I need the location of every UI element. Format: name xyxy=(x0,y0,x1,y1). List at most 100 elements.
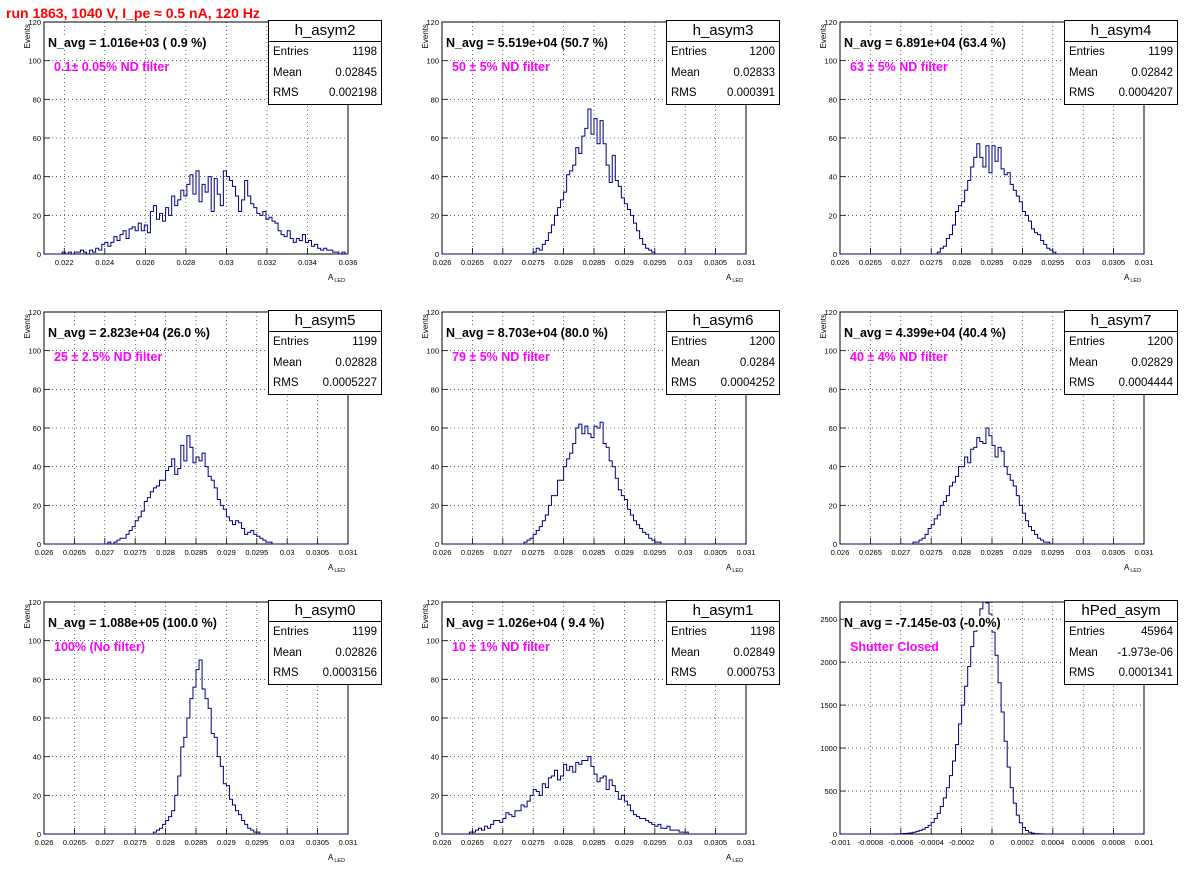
x-tick-label: 0.031 xyxy=(339,838,358,847)
stats-box: h_asym3 Entries 1200 Mean 0.02833 RMS 0.000391 xyxy=(666,20,780,105)
stats-entries-row: Entries 1199 xyxy=(269,332,381,353)
stats-entries-label: Entries xyxy=(273,46,309,58)
stats-mean-row: Mean 0.02849 xyxy=(667,643,779,664)
stats-entries-value: 1198 xyxy=(352,46,377,58)
filter-note: 79 ± 5% ND filter xyxy=(452,350,550,364)
x-tick-label: 0.031 xyxy=(737,838,756,847)
x-tick-label: 0.0285 xyxy=(583,838,606,847)
stats-rms-label: RMS xyxy=(1069,87,1095,99)
y-tick-label: 120 xyxy=(824,18,837,27)
y-tick-label: 80 xyxy=(829,95,837,104)
x-tick-label: 0.0265 xyxy=(63,548,86,557)
stats-entries-value: 45964 xyxy=(1141,626,1173,638)
y-tick-label: 500 xyxy=(824,787,837,796)
stats-rms-row: RMS 0.0004252 xyxy=(667,373,779,394)
y-tick-label: 20 xyxy=(431,211,439,220)
stats-entries-row: Entries 1199 xyxy=(1065,42,1177,63)
y-axis-label: Events xyxy=(421,24,430,48)
x-tick-label: 0.0265 xyxy=(461,258,484,267)
y-axis-label: Events xyxy=(23,604,32,628)
filter-note: 40 ± 4% ND filter xyxy=(850,350,948,364)
navg-label: N_avg = 4.399e+04 (40.4 %) xyxy=(844,326,1006,340)
histogram-panel-h_asym4: 0.026 0.0265 0.027 0.0275 0.028 0.0285 0.029 0.… xyxy=(796,0,1194,290)
y-tick-label: 2500 xyxy=(820,615,837,624)
stats-entries-value: 1199 xyxy=(1148,46,1173,58)
x-tick-label: 0.029 xyxy=(1013,258,1032,267)
histogram-line xyxy=(840,143,1144,255)
plot-frame xyxy=(441,601,747,835)
stats-rms-label: RMS xyxy=(671,377,697,389)
stats-entries-row: Entries 45964 xyxy=(1065,622,1177,643)
histogram-name: h_asym1 xyxy=(667,601,779,622)
y-tick-label: 20 xyxy=(431,791,439,800)
stats-rms-label: RMS xyxy=(273,87,299,99)
y-tick-label: 20 xyxy=(431,501,439,510)
x-tick-label: 0.031 xyxy=(737,548,756,557)
x-tick-label: 0.036 xyxy=(339,258,358,267)
x-tick-label: 0.0285 xyxy=(583,548,606,557)
histogram-svg: 0.026 0.0265 0.027 0.0275 0.028 0.0285 0.029 0.… xyxy=(23,308,357,574)
x-tick-label: 0.026 xyxy=(433,258,452,267)
x-tick-label: 0.028 xyxy=(554,258,573,267)
y-tick-label: 1500 xyxy=(820,701,837,710)
y-tick-label: 120 xyxy=(28,18,41,27)
histogram-svg: 0.026 0.0265 0.027 0.0275 0.028 0.0285 0.029 0.… xyxy=(421,308,756,574)
x-tick-label: 0.026 xyxy=(433,548,452,557)
stats-entries-value: 1200 xyxy=(749,336,775,348)
x-tick-label: 0.022 xyxy=(55,258,74,267)
x-tick-label: 0.0285 xyxy=(185,838,208,847)
x-tick-label: 0.0275 xyxy=(522,548,545,557)
histogram-panel-h_asym6: 0.026 0.0265 0.027 0.0275 0.028 0.0285 0.029 0.… xyxy=(398,290,796,580)
stats-box: h_asym4 Entries 1199 Mean 0.02842 RMS 0.000420… xyxy=(1064,20,1178,105)
plot-frame xyxy=(43,21,349,255)
x-tick-label: 0.029 xyxy=(615,838,634,847)
y-tick-label: 0 xyxy=(37,540,41,549)
y-tick-label: 60 xyxy=(431,424,439,433)
y-tick-label: 0 xyxy=(37,250,41,259)
x-tick-label: 0.0002 xyxy=(1011,838,1034,847)
x-tick-label: 0.028 xyxy=(176,258,195,267)
x-tick-label: 0.0275 xyxy=(920,258,943,267)
stats-rms-label: RMS xyxy=(671,87,697,99)
stats-mean-row: Mean 0.02842 xyxy=(1065,63,1177,84)
stats-entries-label: Entries xyxy=(1069,626,1105,638)
navg-label: N_avg = 6.891e+04 (63.4 %) xyxy=(844,36,1006,50)
x-tick-label: 0.0295 xyxy=(1041,258,1064,267)
x-tick-label: 0.0006 xyxy=(1072,838,1095,847)
y-tick-label: 0 xyxy=(833,250,837,259)
x-tick-label: 0.029 xyxy=(217,548,236,557)
x-tick-label: 0 xyxy=(990,838,994,847)
x-tick-label: 0.026 xyxy=(35,838,54,847)
plot-frame xyxy=(441,311,747,545)
x-tick-label: 0.0285 xyxy=(981,548,1004,557)
x-tick-label: 0.031 xyxy=(1135,548,1154,557)
stats-mean-label: Mean xyxy=(671,66,700,79)
stats-mean-value: 0.02842 xyxy=(1131,66,1173,79)
histogram-panel-h_asym7: 0.026 0.0265 0.027 0.0275 0.028 0.0285 0.029 0.… xyxy=(796,290,1194,580)
histogram-svg: 0.022 0.024 0.026 0.028 0.03 0.032 0.034 0.036 0… xyxy=(23,18,358,284)
x-tick-label: 0.027 xyxy=(95,548,114,557)
x-tick-label: 0.0305 xyxy=(704,838,727,847)
x-tick-label: 0.03 xyxy=(1076,258,1091,267)
y-tick-label: 100 xyxy=(824,347,837,356)
y-tick-label: 100 xyxy=(426,347,439,356)
x-tick-label: 0.0295 xyxy=(1041,548,1064,557)
navg-label: N_avg = 8.703e+04 (80.0 %) xyxy=(446,326,608,340)
x-tick-label: 0.0285 xyxy=(185,548,208,557)
stats-entries-label: Entries xyxy=(273,336,309,348)
x-tick-label: 0.0305 xyxy=(1102,548,1125,557)
navg-label: N_avg = 2.823e+04 (26.0 %) xyxy=(48,326,210,340)
filter-note: Shutter Closed xyxy=(850,640,939,654)
stats-mean-value: 0.02833 xyxy=(733,66,775,79)
stats-rms-value: 0.0003156 xyxy=(322,667,377,679)
stats-mean-row: Mean 0.02826 xyxy=(269,643,381,664)
x-tick-label: 0.029 xyxy=(615,258,634,267)
y-tick-label: 40 xyxy=(431,753,439,762)
x-tick-label: 0.027 xyxy=(95,838,114,847)
x-tick-label: 0.034 xyxy=(298,258,317,267)
filter-note: 100% (No filter) xyxy=(54,640,145,654)
y-tick-label: 60 xyxy=(431,134,439,143)
x-tick-label: 0.0275 xyxy=(124,548,147,557)
x-tick-label: 0.0305 xyxy=(306,548,329,557)
stats-rms-row: RMS 0.002198 xyxy=(269,83,381,104)
